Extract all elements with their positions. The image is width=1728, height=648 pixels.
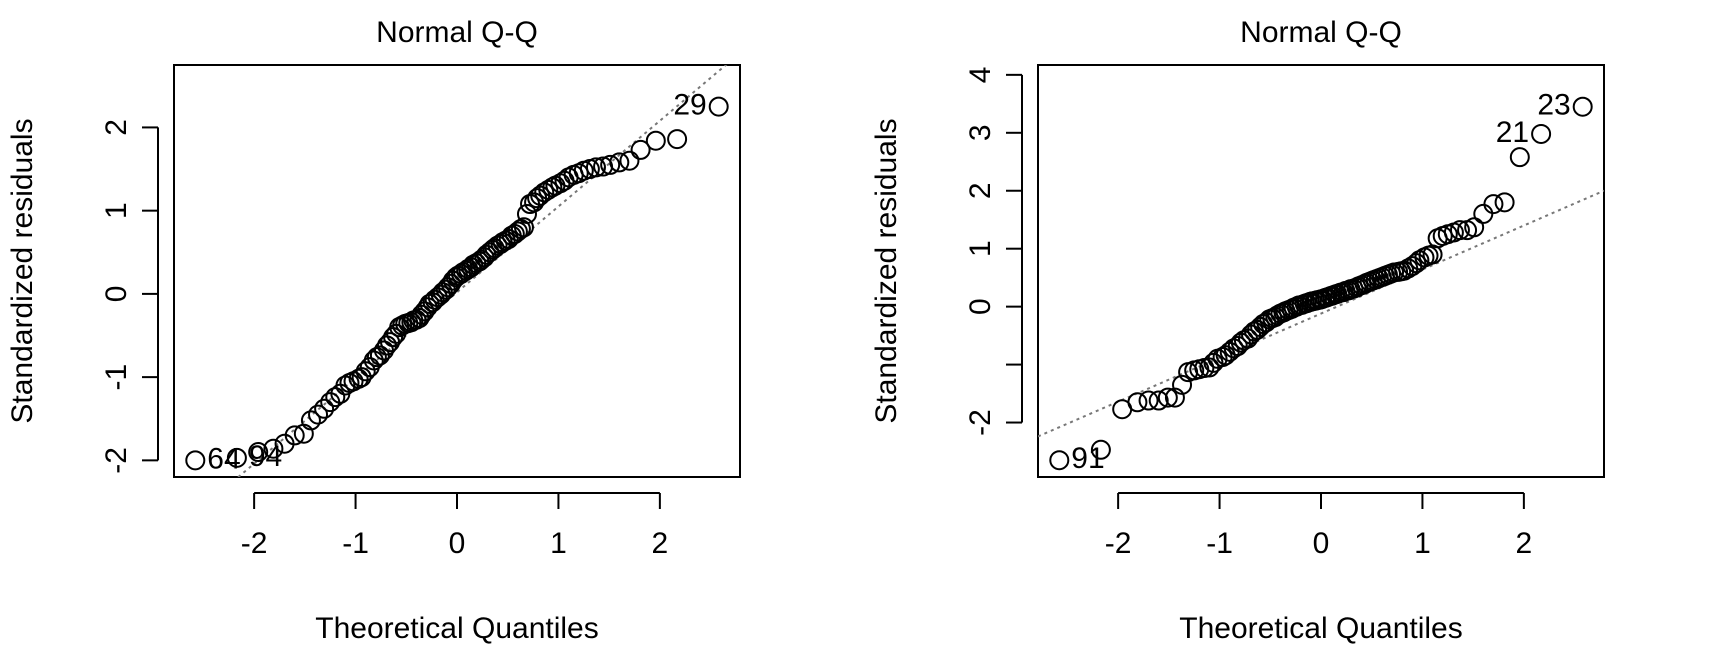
qq-point [630, 139, 651, 160]
x-tick-label: -1 [1206, 527, 1233, 560]
reference-line [1038, 189, 1604, 438]
x-axis-label: Theoretical Quantiles [315, 612, 598, 645]
x-tick-label: 0 [1313, 527, 1330, 560]
y-axis-label: Standardized residuals [870, 118, 903, 423]
y-tick-label: 2 [964, 182, 997, 199]
qq-point [366, 347, 387, 368]
y-tick-label: 1 [964, 240, 997, 257]
point-label: 91 [1071, 442, 1104, 475]
qq-point [226, 447, 247, 468]
plot-title: Normal Q-Q [376, 16, 538, 49]
qq-point [1483, 194, 1504, 215]
y-axis-label: Standardized residuals [6, 118, 39, 423]
qq-point [579, 159, 600, 180]
qq-point [308, 404, 329, 425]
qq-point [1494, 192, 1515, 213]
qq-point [363, 350, 384, 371]
qq-point [248, 442, 269, 463]
qq-point [1138, 390, 1159, 411]
qq-point [1148, 390, 1169, 411]
qq-point [667, 129, 688, 150]
qq-point [524, 192, 545, 213]
qq-point [284, 425, 305, 446]
qq-point [573, 160, 594, 181]
qq-point [1049, 450, 1070, 471]
point-label: 23 [1537, 89, 1570, 122]
x-tick-label: 0 [449, 527, 466, 560]
qq-point [619, 150, 640, 171]
point-label: 94 [249, 440, 282, 473]
qq-point [609, 152, 630, 173]
plot-title: Normal Q-Q [1240, 16, 1402, 49]
y-tick-label: -1 [100, 364, 133, 391]
qq-point [600, 154, 621, 175]
qq-point [1509, 147, 1530, 168]
x-tick-label: 2 [652, 527, 669, 560]
qq-point [348, 368, 369, 389]
x-tick-label: -1 [342, 527, 369, 560]
x-axis-label: Theoretical Quantiles [1179, 612, 1462, 645]
y-tick-label: -2 [964, 409, 997, 436]
point-label: 29 [673, 89, 706, 122]
qq-point [300, 410, 321, 431]
y-tick-label: 2 [100, 119, 133, 136]
qq-point [516, 203, 537, 224]
x-tick-label: -2 [1105, 527, 1132, 560]
x-tick-label: 2 [1516, 527, 1533, 560]
qq-point [325, 387, 346, 408]
qq-point [314, 398, 335, 419]
qq-point [369, 345, 390, 366]
qq-point [417, 297, 438, 318]
point-label: 64 [207, 442, 240, 475]
y-tick-label: 0 [100, 286, 133, 303]
y-tick-label: -2 [100, 447, 133, 474]
qq-point [456, 260, 477, 281]
qq-point [513, 217, 534, 238]
qq-point [645, 130, 666, 151]
qq-point [1473, 203, 1494, 224]
qq-point [263, 438, 284, 459]
y-tick-label: 3 [964, 124, 997, 141]
y-tick-label: 4 [964, 67, 997, 84]
qq-point [1449, 220, 1470, 241]
qq-point [1409, 250, 1430, 271]
qq-point [1127, 392, 1148, 413]
qq-point [1464, 217, 1485, 238]
plot-frame [1037, 64, 1605, 478]
qq-point [1572, 96, 1593, 117]
qq-point [1090, 439, 1111, 460]
qq-point [585, 157, 606, 178]
reference-line [236, 65, 728, 477]
qq-point [708, 96, 729, 117]
x-tick-label: 1 [550, 527, 567, 560]
qq-point [1172, 374, 1193, 395]
qq-point [1227, 336, 1248, 357]
y-tick-label: 1 [100, 202, 133, 219]
qq-point [507, 221, 528, 242]
qq-point [1157, 387, 1178, 408]
x-tick-label: -2 [241, 527, 268, 560]
y-tick-label: 0 [964, 298, 997, 315]
qq-point [430, 284, 451, 305]
qq-point [185, 450, 206, 471]
plot-frame [173, 64, 741, 478]
qq-point [1531, 123, 1552, 144]
x-tick-label: 1 [1414, 527, 1431, 560]
point-label: 21 [1496, 116, 1529, 149]
